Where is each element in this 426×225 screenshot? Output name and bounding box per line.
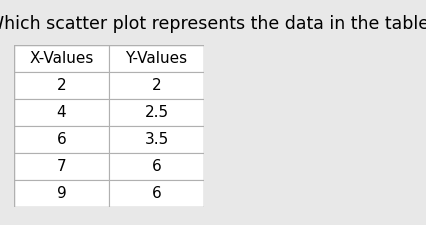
Text: Y-Values: Y-Values	[125, 51, 187, 66]
Bar	[14, 180, 109, 207]
Bar	[109, 45, 204, 72]
Text: X-Values: X-Values	[29, 51, 93, 66]
Text: Which scatter plot represents the data in the table?: Which scatter plot represents the data i…	[0, 15, 426, 33]
Text: 3.5: 3.5	[144, 132, 168, 147]
Bar	[109, 72, 204, 99]
Bar	[14, 126, 109, 153]
Bar	[109, 99, 204, 126]
Bar	[109, 180, 204, 207]
Text: 2.5: 2.5	[144, 105, 168, 120]
Text: 2: 2	[151, 78, 161, 93]
Text: 6: 6	[57, 132, 66, 147]
Text: 9: 9	[57, 186, 66, 201]
Text: 6: 6	[151, 159, 161, 174]
Bar	[109, 126, 204, 153]
Bar	[14, 45, 109, 72]
Bar	[14, 153, 109, 180]
Text: 6: 6	[151, 186, 161, 201]
Text: 2: 2	[57, 78, 66, 93]
Bar	[109, 153, 204, 180]
Text: 7: 7	[57, 159, 66, 174]
Bar	[14, 72, 109, 99]
Text: 4: 4	[57, 105, 66, 120]
Bar	[14, 99, 109, 126]
